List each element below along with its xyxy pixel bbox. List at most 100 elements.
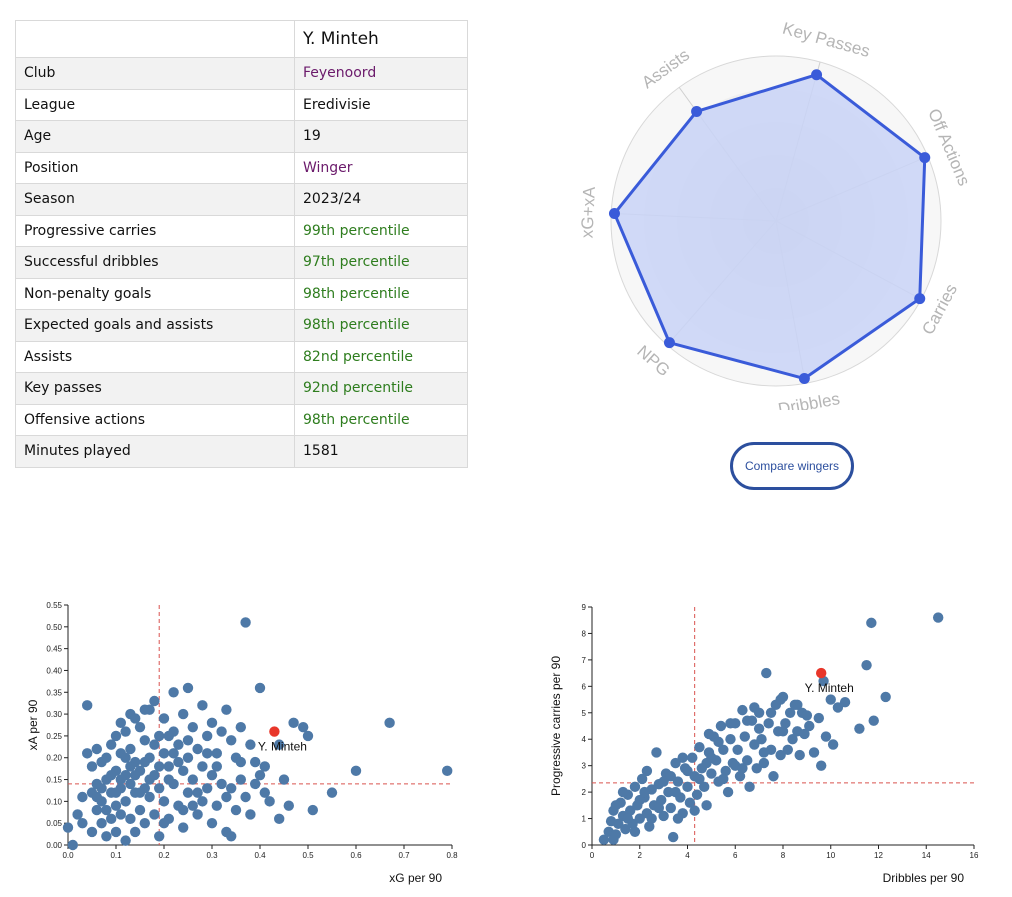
scatter-point xyxy=(732,744,743,755)
scatter-point xyxy=(125,778,136,790)
scatter-point xyxy=(202,783,213,794)
scatter-point xyxy=(749,702,760,713)
scatter-point xyxy=(651,747,662,758)
scatter-point xyxy=(775,749,786,761)
scatter-point xyxy=(120,835,131,846)
scatter-point xyxy=(235,774,246,785)
y-tick-label: 8 xyxy=(582,629,587,638)
scatter-point xyxy=(115,809,127,820)
scatter-point xyxy=(115,717,127,729)
scatter-point xyxy=(187,774,198,785)
scatter-point xyxy=(722,786,734,798)
scatter-point xyxy=(139,756,150,768)
stat-label: Minutes played xyxy=(15,435,295,468)
table-header-row: Y. Minteh xyxy=(15,20,468,58)
x-tick-label: 10 xyxy=(826,851,835,860)
table-row: Position Winger xyxy=(15,151,468,184)
y-tick-label: 1 xyxy=(582,815,587,824)
scatter-point xyxy=(658,810,669,822)
scatter-point xyxy=(656,794,667,806)
scatter-point xyxy=(326,787,338,798)
scatter-point xyxy=(768,771,779,782)
x-tick-label: 0.2 xyxy=(158,851,170,860)
scatter-point xyxy=(682,765,693,777)
scatter-point xyxy=(226,735,237,746)
scatter-point xyxy=(187,721,198,733)
scatter-point xyxy=(139,735,150,746)
scatter-point xyxy=(278,774,290,785)
stat-label: Age xyxy=(15,120,295,153)
y-tick-label: 0.30 xyxy=(46,710,62,719)
y-tick-label: 0.10 xyxy=(46,797,62,806)
x-tick-label: 6 xyxy=(733,851,738,860)
highlight-point xyxy=(269,726,280,737)
stat-value: 82nd percentile xyxy=(294,340,468,373)
radar-axis-label: Key Passes xyxy=(780,20,872,61)
table-row: Age 19 xyxy=(15,120,468,153)
y-tick-label: 0 xyxy=(582,841,587,850)
scatter-point xyxy=(761,667,772,679)
y-tick-label: 0.40 xyxy=(46,666,62,675)
scatter-point xyxy=(221,704,232,715)
radar-outer-ring xyxy=(610,55,942,387)
scatter-point xyxy=(689,805,700,816)
x-tick-label: 14 xyxy=(922,851,931,860)
y-tick-label: 0.35 xyxy=(46,688,62,697)
scatter-point xyxy=(629,781,641,793)
y-tick-label: 0.50 xyxy=(46,623,62,632)
scatter-point xyxy=(703,728,715,740)
table-header-empty-cell xyxy=(15,20,295,58)
scatter-point xyxy=(154,730,165,742)
scatter-point xyxy=(622,813,634,824)
scatter-point xyxy=(235,721,246,733)
scatter-point xyxy=(96,817,107,829)
x-tick-label: 0.5 xyxy=(302,851,314,860)
scatter-point xyxy=(608,834,619,845)
radar-point xyxy=(919,152,931,164)
scatter-point xyxy=(120,752,131,763)
scatter-point xyxy=(187,800,198,811)
x-tick-label: 2 xyxy=(638,851,643,860)
scatter-point xyxy=(106,769,117,781)
scatter-point xyxy=(861,659,872,671)
scatter-point xyxy=(197,796,208,807)
radar-point xyxy=(811,69,823,81)
scatter-point xyxy=(792,699,803,711)
scatter-point xyxy=(250,778,261,790)
scatter-point xyxy=(154,831,165,842)
scatter-point xyxy=(667,831,679,843)
table-row: Progressive carries 99th percentile xyxy=(15,214,468,247)
scatter-point xyxy=(91,743,103,755)
scatter-point xyxy=(787,734,798,745)
scatter-point xyxy=(144,791,155,803)
scatter-xg-xa: 0.0 0.1 0.2 0.3 0.4 0.5 0.6 0.7 0.8 0.00 0.05 0.10 0… xyxy=(26,601,458,885)
scatter-point xyxy=(250,756,261,768)
scatter-point xyxy=(283,800,294,811)
scatter-point xyxy=(182,787,194,798)
radar-point xyxy=(691,105,703,117)
scatter-point xyxy=(687,752,698,763)
scatter-point xyxy=(192,743,203,755)
scatter-point xyxy=(682,781,693,793)
scatter-point xyxy=(120,796,131,807)
scatter-point xyxy=(274,739,285,750)
scatter-point xyxy=(134,787,146,798)
scatter-point xyxy=(699,781,710,793)
scatter-point xyxy=(254,682,266,694)
scatter-point xyxy=(613,818,624,830)
compare-wingers-button[interactable]: Compare wingers xyxy=(730,442,854,490)
y-tick-label: 4 xyxy=(582,735,587,744)
stat-label: Key passes xyxy=(15,372,295,405)
table-row: Assists 82nd percentile xyxy=(15,340,468,373)
scatter-point xyxy=(125,761,136,772)
scatter-point xyxy=(866,617,877,629)
scatter-point xyxy=(62,822,74,833)
y-axis-label: Progressive carries per 90 xyxy=(549,656,563,796)
scatter-point xyxy=(158,713,170,724)
scatter-point xyxy=(634,813,645,824)
scatter-point xyxy=(663,786,674,798)
scatter-point xyxy=(701,757,712,769)
scatter-point xyxy=(202,730,213,742)
highlight-label: Y. Minteh xyxy=(258,740,307,754)
scatter-point xyxy=(245,739,256,750)
